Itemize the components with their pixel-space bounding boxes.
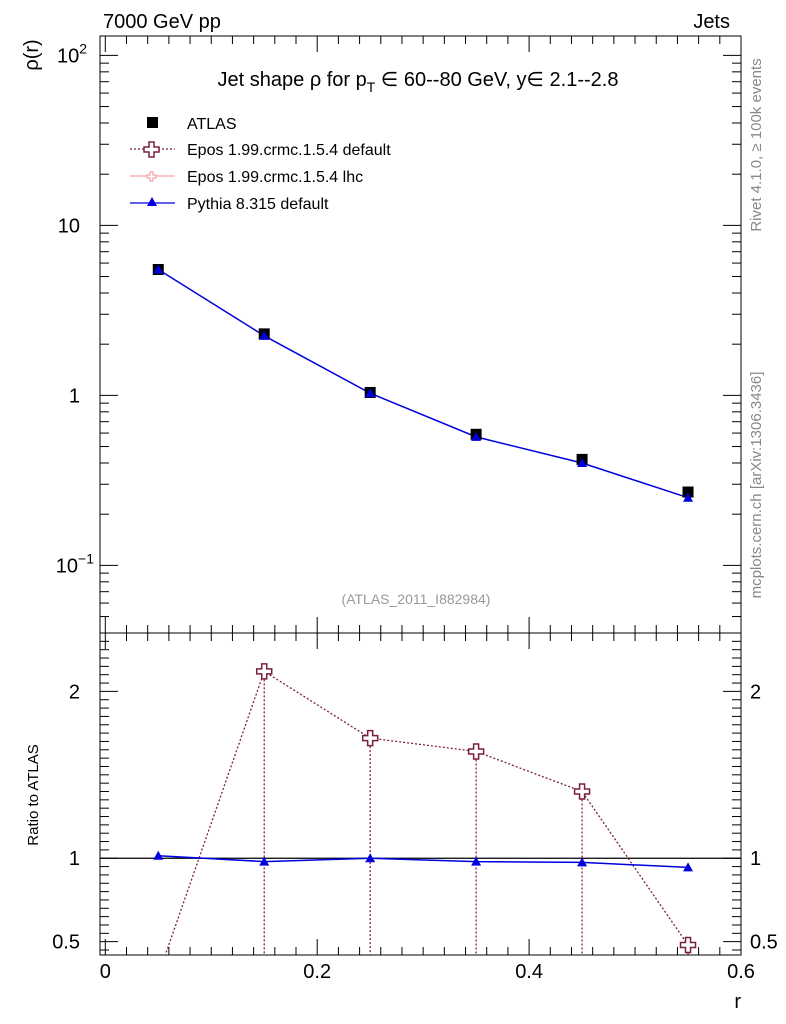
legend: ATLAS Epos 1.99.crmc.1.5.4 default Epos … bbox=[130, 116, 391, 213]
pythia-main-point bbox=[683, 492, 694, 502]
pythia-ratio-point bbox=[365, 853, 376, 863]
source-label: mcplots.cern.ch [arXiv:1306.3436] bbox=[748, 372, 765, 599]
ratio-y-tick-label: 1 bbox=[69, 848, 80, 870]
pythia-ratio-point bbox=[153, 850, 164, 860]
legend-atlas-marker bbox=[147, 117, 158, 128]
x-tick-label: 0.6 bbox=[727, 961, 755, 983]
x-tick-label: 0 bbox=[100, 961, 111, 983]
main-y-tick-label: 102 bbox=[57, 40, 87, 67]
main-y-axis-label: ρ(r) bbox=[21, 39, 43, 70]
ratio-y-axis-label: Ratio to ATLAS bbox=[25, 744, 42, 845]
pythia-ratio-point bbox=[471, 856, 482, 866]
legend-atlas-label: ATLAS bbox=[187, 116, 237, 133]
epos-default-ratio-line bbox=[164, 670, 689, 955]
pythia-ratio-point bbox=[259, 856, 270, 866]
pythia-main-point bbox=[153, 264, 164, 274]
header-right: Jets bbox=[693, 11, 730, 33]
legend-pythia-marker bbox=[147, 197, 157, 206]
main-axes: 10−1 1 10 102 bbox=[56, 36, 742, 634]
ratio-y-tick-label: 2 bbox=[69, 681, 80, 703]
pythia-main-point bbox=[577, 458, 588, 468]
main-series bbox=[152, 264, 694, 502]
x-axis-label: r bbox=[734, 991, 741, 1013]
header-left: 7000 GeV pp bbox=[103, 11, 221, 33]
ratio-axes: 0 0.2 0.4 0.6 0.5 0.5 1 1 2 2 bbox=[52, 632, 778, 983]
legend-epos-lhc-label: Epos 1.99.crmc.1.5.4 lhc bbox=[187, 169, 363, 186]
ratio-y-tick-label-right: 0.5 bbox=[750, 932, 778, 954]
pythia-main-point bbox=[259, 330, 270, 340]
ratio-series bbox=[151, 663, 697, 983]
pythia-main-point bbox=[471, 431, 482, 441]
rivet-label: Rivet 4.1.0, ≥ 100k events bbox=[748, 58, 765, 231]
x-tick-label: 0.4 bbox=[515, 961, 543, 983]
ratio-y-tick-label: 0.5 bbox=[52, 932, 80, 954]
legend-pythia-label: Pythia 8.315 default bbox=[187, 196, 329, 213]
analysis-watermark: (ATLAS_2011_I882984) bbox=[342, 591, 491, 607]
ratio-y-tick-label-right: 1 bbox=[750, 848, 761, 870]
ratio-y-tick-label-right: 2 bbox=[750, 681, 761, 703]
x-tick-label: 0.2 bbox=[303, 961, 331, 983]
pythia-ratio-line bbox=[158, 854, 689, 869]
epos-default-ratio-point bbox=[255, 663, 273, 680]
epos-default-ratio-point bbox=[573, 783, 591, 800]
epos-default-ratio-point bbox=[361, 729, 379, 747]
pythia-ratio-point bbox=[577, 857, 588, 867]
epos-default-ratio-point bbox=[151, 968, 166, 983]
legend-epos-default-label: Epos 1.99.crmc.1.5.4 default bbox=[187, 142, 391, 159]
atlas-data-point bbox=[682, 486, 694, 498]
legend-epos-lhc-marker bbox=[146, 171, 157, 182]
epos-default-ratio-point bbox=[467, 743, 485, 760]
pythia-ratio-point bbox=[683, 862, 694, 872]
legend-epos-default-marker bbox=[143, 141, 160, 158]
pythia-main-point bbox=[365, 388, 376, 398]
main-y-tick-label: 10 bbox=[58, 215, 80, 237]
main-y-tick-label: 1 bbox=[69, 385, 80, 407]
chart-title: Jet shape ρ for pT ∈ 60--80 GeV, y∈ 2.1-… bbox=[218, 69, 619, 95]
ratio-plot-frame bbox=[99, 632, 742, 956]
epos-default-ratio-point bbox=[679, 936, 697, 954]
pythia-main-line bbox=[157, 268, 689, 499]
main-y-tick-label: 10−1 bbox=[56, 550, 94, 577]
